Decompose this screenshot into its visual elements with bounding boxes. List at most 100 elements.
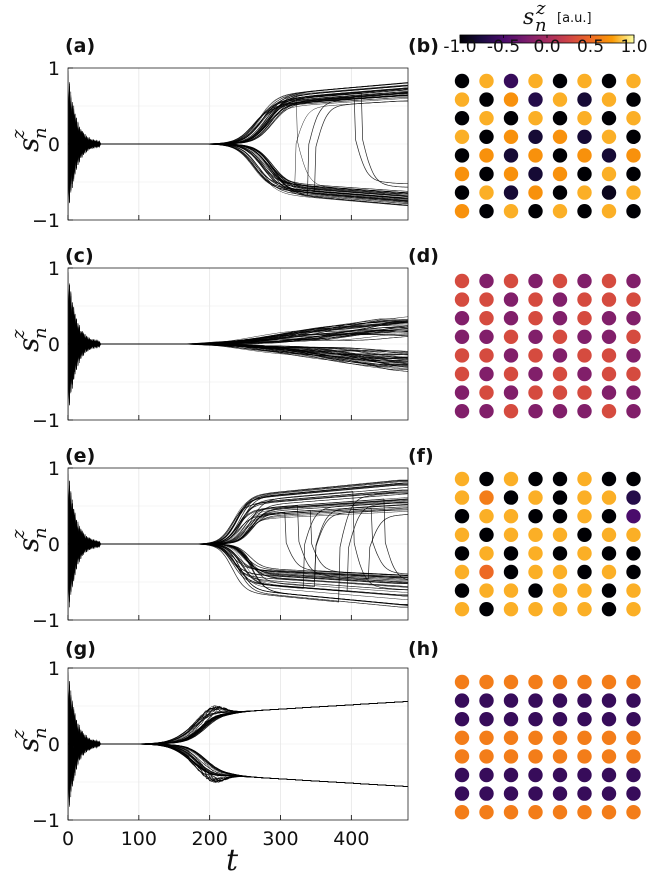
trajectory-line [68,685,408,787]
spin-dot [552,404,568,419]
spin-dot [503,805,519,820]
spin-dot [503,311,519,326]
y-tick-label: 0 [48,534,60,556]
y-axis-label-s: s [12,338,45,352]
colorbar-ticks: -1.0 -0.5 0.0 0.5 1.0 [443,35,648,57]
colorbar-unit: [a.u.] [557,11,592,26]
spin-dot [626,366,641,382]
spin-dot [503,471,519,487]
y-axis-label-sup: z [8,729,29,740]
spin-dot [479,204,494,219]
trajectory-line [68,687,408,819]
spin-dot [552,148,568,163]
colorbar-title-sup: z [535,0,546,19]
spin-dot [626,111,641,126]
trajectories [68,70,408,220]
spin-dot [577,273,592,289]
spin-dot [552,129,568,144]
spin-dot [479,311,494,326]
trajectory-line [68,701,408,784]
trajectory-line [68,92,408,170]
spin-dot [528,385,543,400]
y-tick-label: 0 [48,134,60,156]
y-axis-label-sup: z [8,529,29,540]
trajectory-line [68,686,408,815]
x-tick-label: 200 [192,828,228,850]
panel-label-b: (b) [408,35,439,57]
trajectory-line [68,672,408,806]
spin-dot [601,490,617,505]
spin-dot [528,767,543,783]
spin-dot [503,490,519,505]
spin-dot [454,527,470,542]
spin-dot [626,749,641,764]
trajectory-line [68,704,408,787]
spin-dot [601,767,617,783]
trajectory-line [68,701,408,792]
spin-dot [454,674,470,690]
spin-dot [503,583,519,598]
spin-dot [552,527,568,542]
y-tick-label: 1 [48,58,60,80]
spin-dot [479,148,494,163]
spin-dot [479,602,494,617]
spin-dot [601,185,617,200]
trajectory-line [68,701,408,807]
spin-dot [577,767,592,783]
trajectory-line [68,274,408,404]
spin-dot [528,404,543,419]
spin-dot [577,311,592,326]
spin-dot [503,674,519,690]
spin-dot [601,166,617,182]
trajectory-line [68,113,408,203]
trajectory-line [68,681,408,803]
spin-dot [454,730,470,745]
spin-dot [479,185,494,200]
spin-dot [503,273,519,289]
spin-dot [454,749,470,764]
spin-dot [601,148,617,163]
spin-dot [503,730,519,745]
spin-dot [601,471,617,487]
spin-dot [552,786,568,801]
spin-dot [503,712,519,727]
y-axis-label-s: s [12,138,45,152]
spin-dot [503,73,519,89]
spin-dot [552,730,568,745]
spin-dot [454,564,470,580]
trajectory-line [68,116,408,199]
spin-dot [601,404,617,419]
colorbar-tick-label: 0.5 [577,37,604,57]
spin-dot [577,712,592,727]
spin-dot [552,111,568,126]
trajectory-line [68,691,408,799]
spin-dot [626,385,641,400]
y-axis-label-sub: n [30,527,51,539]
spin-dot [528,749,543,764]
spin-dot [601,292,617,307]
y-axis-label-sub: n [30,127,51,139]
spin-dot [503,348,519,363]
trajectory-line [68,285,408,414]
spin-dot [503,602,519,617]
colorbar-title: s [523,5,534,30]
spin-dot [626,311,641,326]
spin-dot [577,546,592,561]
spin-dot [601,693,617,708]
panel-label-h: (h) [408,638,439,660]
spin-dot [601,564,617,580]
spin-dot [479,490,494,505]
spin-dot [626,348,641,363]
spin-dot [552,204,568,219]
trajectory-line [68,701,408,786]
spin-dot [528,292,543,307]
spin-dot [503,749,519,764]
spin-dot [626,204,641,219]
spin-dot [528,73,543,89]
colorbar-tick-label: 1.0 [620,37,647,57]
spin-dot [626,767,641,783]
spin-dot [577,509,592,524]
spin-dot [577,490,592,505]
